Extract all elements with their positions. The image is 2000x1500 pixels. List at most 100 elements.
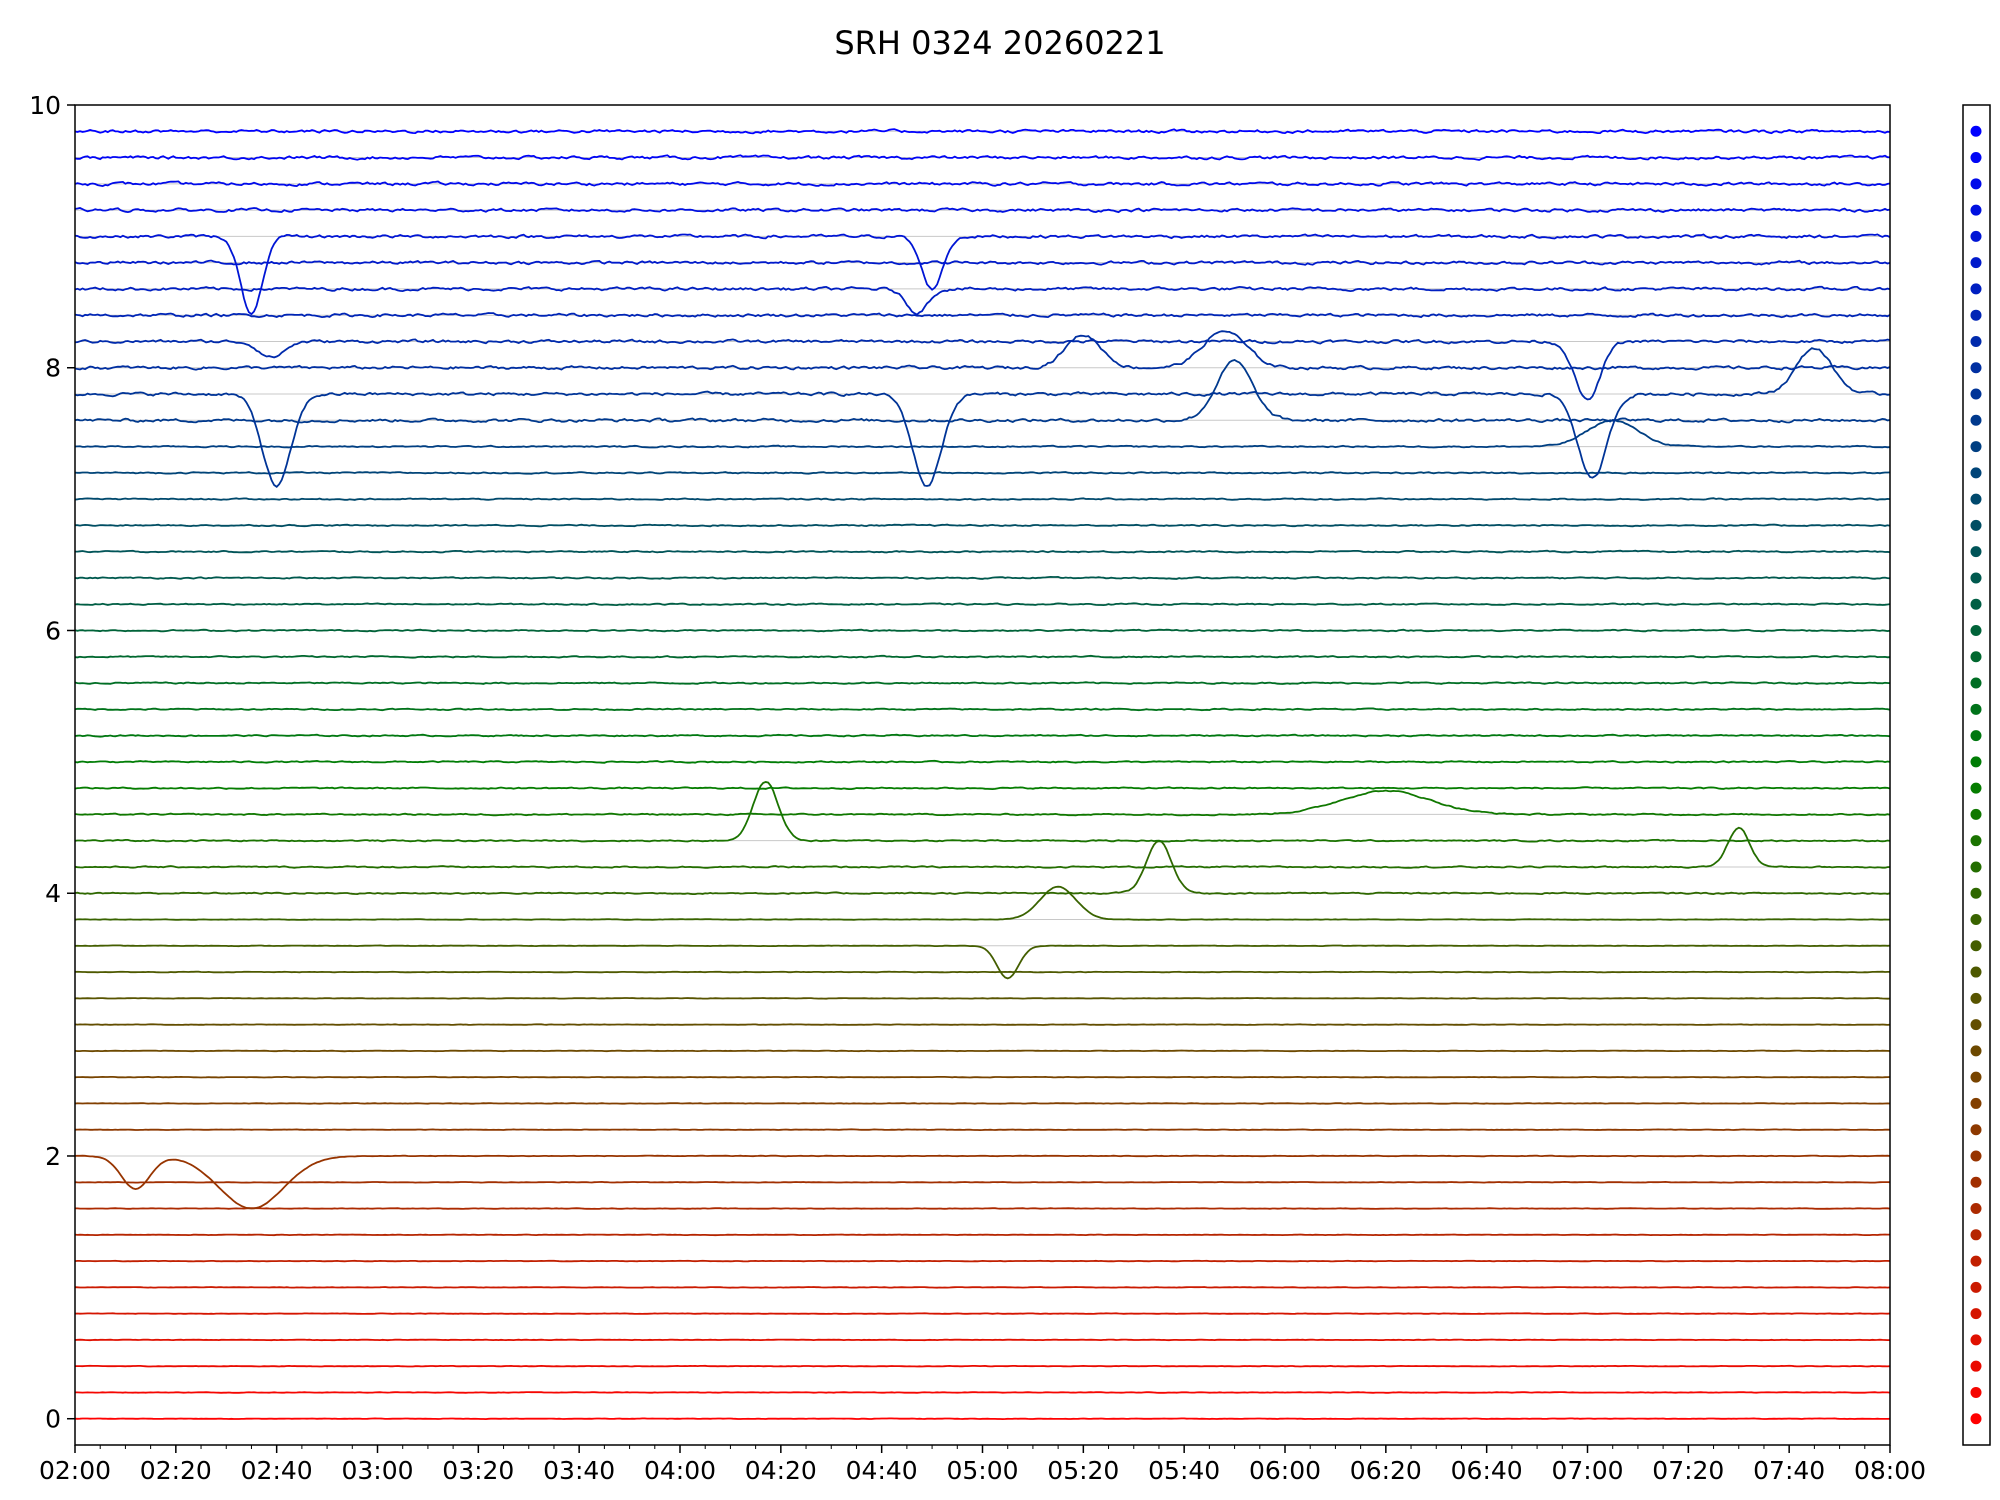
channel-trace-27 bbox=[74, 707, 1891, 712]
channel-dot-33 bbox=[1970, 546, 1982, 558]
x-tick-label: 03:00 bbox=[341, 1456, 413, 1485]
channel-dot-25 bbox=[1970, 756, 1982, 768]
x-tick-label: 07:20 bbox=[1652, 1456, 1724, 1485]
x-tick-label: 07:00 bbox=[1551, 1456, 1623, 1485]
y-tick-label: 2 bbox=[45, 1142, 61, 1171]
channel-trace-13 bbox=[74, 1075, 1891, 1079]
y-tick-label: 6 bbox=[45, 616, 61, 645]
channel-dot-35 bbox=[1970, 493, 1982, 505]
channel-dot-48 bbox=[1970, 152, 1982, 164]
channel-trace-29 bbox=[74, 654, 1891, 659]
channel-trace-19 bbox=[74, 885, 1890, 921]
channel-trace-41 bbox=[74, 338, 1891, 401]
channel-trace-1 bbox=[75, 1391, 1891, 1394]
channel-trace-26 bbox=[74, 733, 1891, 738]
channel-trace-3 bbox=[74, 1338, 1890, 1342]
y-axis: 0 2 4 6 8 10 bbox=[29, 91, 75, 1434]
channel-dot-7 bbox=[1970, 1229, 1982, 1241]
channel-trace-38 bbox=[74, 359, 1891, 424]
channel-trace-9 bbox=[74, 1180, 1891, 1184]
channel-trace-49 bbox=[74, 128, 1891, 135]
x-tick-label: 05:20 bbox=[1047, 1456, 1119, 1485]
channel-trace-32 bbox=[74, 575, 1891, 580]
x-tick-label: 02:40 bbox=[241, 1456, 313, 1485]
channel-trace-30 bbox=[74, 628, 1891, 633]
channel-trace-8 bbox=[75, 1207, 1891, 1210]
channel-dot-18 bbox=[1970, 940, 1982, 952]
channel-dot-36 bbox=[1970, 467, 1982, 479]
chart-title: SRH 0324 20260221 bbox=[834, 24, 1166, 62]
channel-trace-24 bbox=[74, 786, 1891, 791]
channel-legend bbox=[1970, 125, 1982, 1425]
channel-trace-39 bbox=[74, 347, 1891, 488]
channel-trace-28 bbox=[74, 681, 1891, 685]
channel-trace-44 bbox=[74, 259, 1891, 266]
y-tick-label: 10 bbox=[29, 91, 61, 120]
x-axis: 02:00 02:20 02:40 03:00 03:20 03:40 04:00 04:20… bbox=[39, 1445, 1926, 1485]
channel-trace-37 bbox=[74, 419, 1891, 449]
channel-trace-20 bbox=[74, 840, 1891, 896]
x-tick-label: 06:40 bbox=[1451, 1456, 1523, 1485]
channel-dot-19 bbox=[1970, 914, 1982, 926]
channel-traces bbox=[74, 128, 1891, 1421]
channel-dot-47 bbox=[1970, 178, 1982, 190]
channel-trace-16 bbox=[74, 997, 1891, 1000]
x-tick-label: 07:40 bbox=[1753, 1456, 1825, 1485]
y-tick-label: 4 bbox=[45, 879, 61, 908]
x-tick-label: 05:40 bbox=[1148, 1456, 1220, 1485]
channel-dot-30 bbox=[1970, 624, 1982, 636]
channel-dot-6 bbox=[1970, 1255, 1982, 1267]
channel-dot-0 bbox=[1970, 1413, 1982, 1425]
channel-dot-16 bbox=[1970, 992, 1982, 1004]
channel-trace-5 bbox=[74, 1286, 1891, 1289]
x-tick-label: 02:00 bbox=[39, 1456, 111, 1485]
x-tick-label: 03:20 bbox=[442, 1456, 514, 1485]
channel-trace-43 bbox=[74, 285, 1891, 316]
channel-dot-24 bbox=[1970, 782, 1982, 794]
channel-dot-28 bbox=[1970, 677, 1982, 689]
y-tick-label: 0 bbox=[45, 1405, 61, 1434]
channel-trace-40 bbox=[74, 330, 1891, 371]
channel-trace-46 bbox=[74, 207, 1891, 214]
channel-dot-31 bbox=[1970, 598, 1982, 610]
x-tick-label: 06:00 bbox=[1249, 1456, 1321, 1485]
channel-legend-frame bbox=[1962, 104, 1991, 1446]
x-tick-label: 04:20 bbox=[745, 1456, 817, 1485]
channel-trace-11 bbox=[74, 1128, 1891, 1132]
plot-frame bbox=[74, 104, 1891, 1446]
channel-trace-35 bbox=[74, 497, 1891, 501]
channel-trace-22 bbox=[74, 781, 1891, 843]
channel-dot-12 bbox=[1970, 1097, 1982, 1109]
x-tick-label: 04:40 bbox=[846, 1456, 918, 1485]
channel-dot-20 bbox=[1970, 887, 1982, 899]
channel-dot-14 bbox=[1970, 1045, 1982, 1057]
channel-dot-21 bbox=[1970, 861, 1982, 873]
channel-trace-25 bbox=[74, 759, 1891, 764]
channel-dot-10 bbox=[1970, 1150, 1982, 1162]
channel-trace-48 bbox=[74, 154, 1891, 161]
channel-trace-17 bbox=[74, 970, 1890, 974]
channel-dot-46 bbox=[1970, 204, 1982, 216]
channel-dot-8 bbox=[1970, 1203, 1982, 1215]
x-tick-label: 03:40 bbox=[543, 1456, 615, 1485]
channel-dot-5 bbox=[1970, 1281, 1982, 1293]
channel-trace-18 bbox=[74, 944, 1891, 980]
y-tick-label: 8 bbox=[45, 354, 61, 383]
x-tick-label: 02:20 bbox=[140, 1456, 212, 1485]
channel-dot-26 bbox=[1970, 730, 1982, 742]
channel-trace-7 bbox=[74, 1233, 1890, 1237]
channel-trace-14 bbox=[74, 1049, 1891, 1053]
channel-dot-40 bbox=[1970, 362, 1982, 374]
channel-trace-12 bbox=[74, 1102, 1891, 1105]
channel-trace-10 bbox=[74, 1154, 1891, 1210]
channel-dot-43 bbox=[1970, 283, 1982, 295]
x-tick-label: 08:00 bbox=[1854, 1456, 1926, 1485]
channel-dot-41 bbox=[1970, 335, 1982, 347]
channel-dot-3 bbox=[1970, 1334, 1982, 1346]
channel-dot-34 bbox=[1970, 519, 1982, 531]
channel-dot-4 bbox=[1970, 1308, 1982, 1320]
channel-dot-17 bbox=[1970, 966, 1982, 978]
channel-dot-13 bbox=[1970, 1071, 1982, 1083]
channel-trace-45 bbox=[74, 233, 1891, 316]
